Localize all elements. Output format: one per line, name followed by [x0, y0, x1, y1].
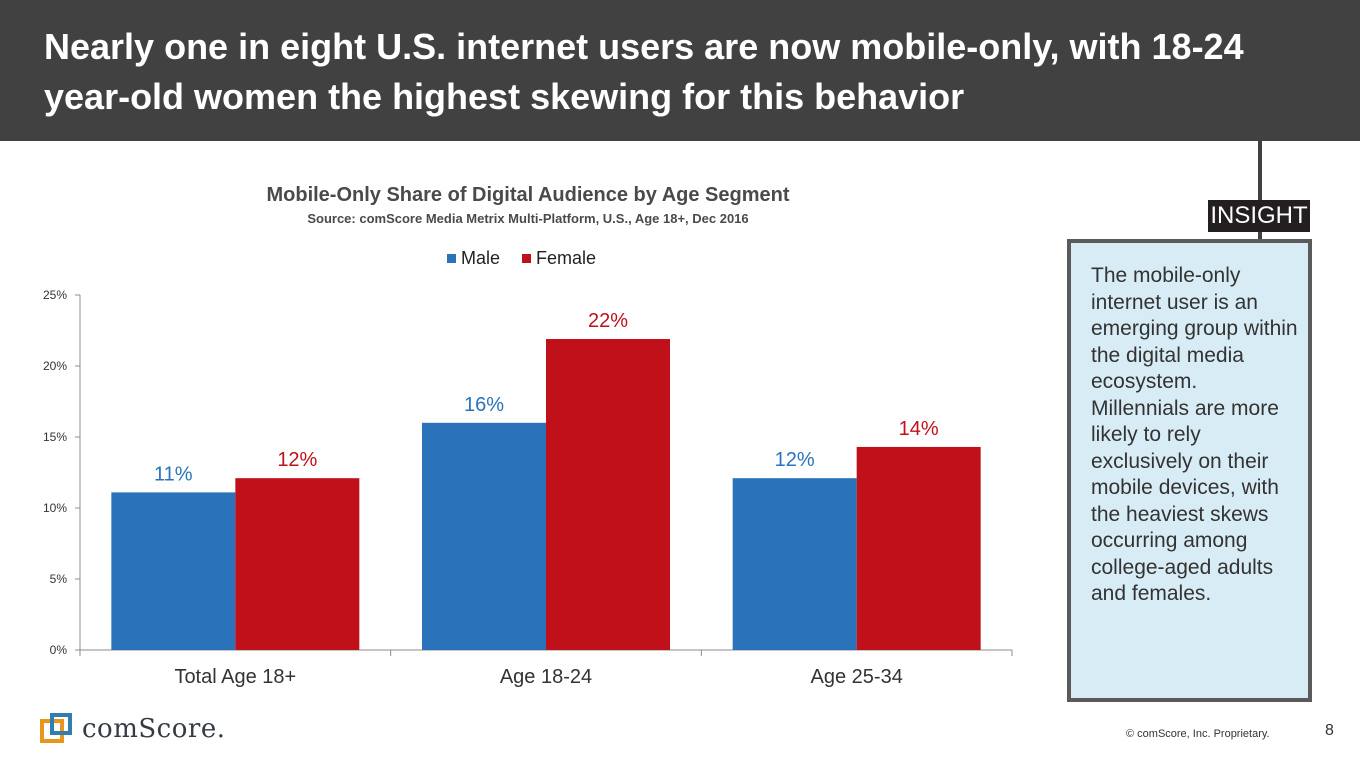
data-label-female: 22% [588, 310, 628, 332]
data-label-female: 14% [899, 418, 939, 440]
slide-title: Nearly one in eight U.S. internet users … [44, 26, 1244, 117]
data-label-female: 12% [277, 449, 317, 471]
data-label-male: 16% [464, 394, 504, 416]
legend-swatch-male [447, 253, 456, 263]
legend-item-female: Female [522, 248, 596, 269]
page-number: 8 [1325, 722, 1334, 739]
bar-female [235, 478, 360, 650]
chart-title: Mobile-Only Share of Digital Audience by… [266, 184, 790, 206]
comscore-logo: comScore. [40, 711, 225, 747]
legend-label-female: Female [536, 247, 597, 268]
data-label-male: 12% [775, 449, 815, 471]
bar-female [546, 339, 670, 650]
insight-box: The mobile-only internet user is an emer… [1067, 239, 1312, 702]
bar-male [422, 422, 546, 650]
legend-swatch-female [522, 253, 532, 263]
copyright-notice: © comScore, Inc. Proprietary. [1126, 728, 1270, 740]
chart-subtitle: Source: comScore Media Metrix Multi-Plat… [307, 211, 749, 226]
insight-label: INSIGHT [1208, 200, 1310, 232]
y-tick-label: 5% [50, 572, 68, 586]
legend-label-male: Male [461, 247, 501, 268]
x-category-label: Age 25-34 [811, 666, 903, 688]
y-tick-label: 0% [50, 643, 68, 657]
insight-text: The mobile-only internet user is an emer… [1091, 264, 1298, 605]
x-category-label: Age 18-24 [500, 666, 592, 688]
slide-header: Nearly one in eight U.S. internet users … [0, 0, 1360, 141]
logo-wordmark: comScore. [82, 714, 226, 744]
comscore-logo-icon [40, 713, 72, 743]
x-category-label: Total Age 18+ [174, 666, 296, 688]
legend-item-male: Male [447, 248, 500, 269]
y-tick-label: 10% [43, 501, 67, 515]
bar-male [732, 478, 857, 650]
chart-legend: Male Female [447, 247, 618, 269]
bar-chart: 0% 5% 10% 15% 20% 25% 11% 12% Total Age 18+ 16% 22… [43, 288, 1013, 688]
y-tick-label: 20% [43, 359, 67, 373]
data-label-male: 11% [154, 463, 193, 485]
insight-connector-line [1258, 141, 1262, 240]
bar-female [856, 446, 981, 650]
y-tick-label: 15% [43, 430, 67, 444]
y-tick-label: 25% [43, 288, 67, 302]
bar-male [111, 492, 236, 650]
